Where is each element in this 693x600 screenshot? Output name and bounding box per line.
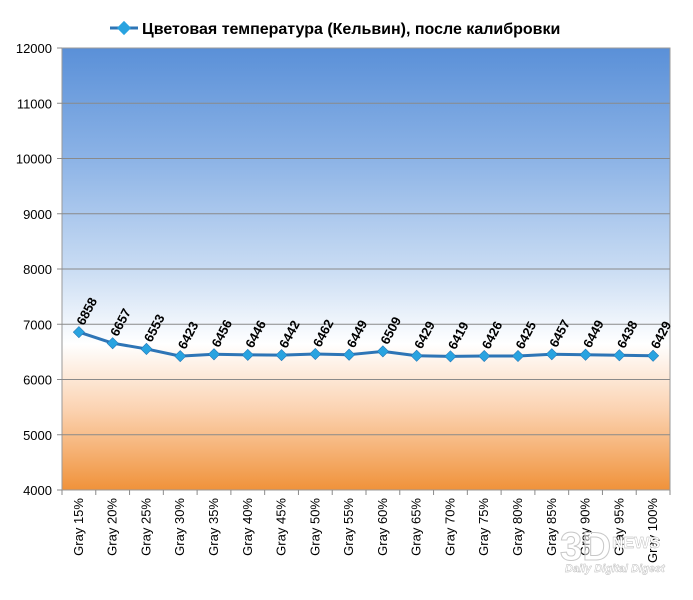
data-point — [410, 349, 423, 362]
y-axis: 4000 5000 6000 7000 8000 9000 10000 11000 12000 — [16, 41, 62, 498]
x-tick-label: Gray 90% — [578, 498, 593, 556]
data-point — [275, 349, 288, 362]
data-point — [613, 349, 626, 362]
x-tick-label: Gray 40% — [240, 498, 255, 556]
y-tick-label: 9000 — [23, 207, 52, 222]
legend: Цветовая температура (Кельвин), после ка… — [110, 20, 560, 38]
x-tick-label: Gray 35% — [206, 498, 221, 556]
x-tick-label: Gray 85% — [544, 498, 559, 556]
x-tick-label: Gray 20% — [105, 498, 120, 556]
x-tick-label: Gray 95% — [611, 498, 626, 556]
data-point — [511, 350, 525, 363]
data-point — [174, 350, 187, 363]
data-point — [72, 326, 85, 339]
y-tick-label: 5000 — [23, 428, 52, 443]
data-point — [140, 342, 153, 355]
x-axis: Gray 15% Gray 20% Gray 25% Gray 30% Gray 35%… — [61, 490, 671, 563]
y-tick-label: 6000 — [23, 373, 52, 388]
data-point — [309, 347, 322, 360]
data-point — [647, 349, 660, 362]
data-point — [545, 348, 558, 361]
x-tick-label: Gray 15% — [71, 498, 86, 556]
x-tick-label: Gray 80% — [510, 498, 525, 556]
gridlines — [62, 102, 670, 436]
data-point — [579, 348, 592, 361]
watermark-news-text: NEWS — [612, 535, 660, 552]
x-tick-label: Gray 25% — [138, 498, 153, 556]
x-tick-label: Gray 30% — [172, 498, 187, 556]
data-point — [241, 348, 254, 361]
y-tick-label: 10000 — [16, 152, 52, 167]
y-tick-label: 7000 — [23, 317, 52, 332]
watermark-3d-text: 3D — [560, 525, 611, 569]
data-point — [376, 345, 389, 358]
x-tick-label: Gray 45% — [274, 498, 289, 556]
legend-series-label: Цветовая температура (Кельвин), после ка… — [142, 21, 560, 38]
watermark-logo: 3D NEWS Daily Digital Digest — [560, 525, 667, 576]
x-tick-label: Gray 65% — [409, 498, 424, 556]
x-tick-label: Gray 100% — [645, 498, 660, 563]
y-tick-label: 4000 — [23, 483, 52, 498]
data-point — [106, 337, 119, 350]
y-tick-label: 11000 — [17, 96, 52, 111]
data-point — [478, 349, 491, 362]
legend-series-marker — [116, 20, 132, 36]
watermark-digest-text: Daily Digital Digest — [565, 563, 666, 575]
x-tick-label: Gray 75% — [476, 498, 491, 556]
data-point — [207, 348, 221, 361]
data-markers — [72, 326, 660, 363]
y-tick-label: 8000 — [23, 262, 52, 277]
y-tick-label: 12000 — [16, 41, 52, 56]
x-tick-label: Gray 60% — [375, 498, 390, 556]
x-tick-label: Gray 55% — [341, 498, 356, 556]
x-tick-label: Gray 50% — [307, 498, 322, 556]
data-point — [343, 348, 356, 361]
data-point — [444, 350, 457, 363]
x-tick-label: Gray 70% — [442, 498, 457, 556]
